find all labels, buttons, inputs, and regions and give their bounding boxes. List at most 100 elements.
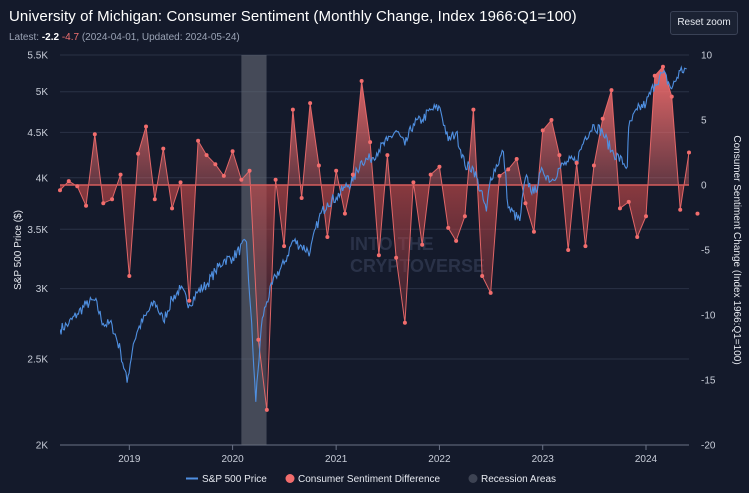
sentiment-point [669,94,674,99]
y-right-tick-label: 5 [701,116,707,127]
sentiment-negative-area [60,185,685,410]
latest-dates: (2024-04-01, Updated: 2024-05-24) [81,32,240,43]
sentiment-point [144,124,149,129]
sentiment-point [446,225,451,230]
sentiment-point [170,206,175,211]
sentiment-point [566,248,571,252]
y-right-tick-label: 0 [701,181,707,192]
sentiment-point [359,79,364,83]
y-left-tick-label: 3K [36,284,49,295]
sp500-line [60,65,687,402]
sentiment-point [695,211,700,216]
x-tick-label: 2022 [428,454,451,465]
sentiment-point [221,173,226,178]
sentiment-point [488,290,493,295]
y-left-tick-label: 5K [36,87,49,98]
sentiment-point [394,255,399,260]
legend-recession-swatch [468,474,478,483]
sentiment-point [247,168,252,173]
latest-change: -4.7 [61,32,80,43]
legend-sp500-label: S&P 500 Price [202,474,267,485]
sentiment-point [299,196,304,200]
sentiment-point [506,167,511,172]
y-left-tick-label: 5.5K [27,51,48,62]
sentiment-point [161,146,166,151]
y-left-axis-title: S&P 500 Price ($) [13,210,24,290]
sentiment-point [101,201,106,206]
sentiment-point [290,107,295,112]
sentiment-point [497,173,502,178]
sentiment-point [213,162,218,167]
sentiment-point [273,177,278,182]
y-left-tick-label: 2.5K [27,354,48,365]
sentiment-point [635,235,640,239]
sentiment-point [626,199,631,204]
sentiment-point [152,197,157,202]
y-right-tick-label: -5 [701,246,710,257]
sentiment-point [411,180,416,185]
sentiment-point [402,320,407,325]
sentiment-point [583,244,588,249]
reset-zoom-button[interactable]: Reset zoom [670,11,738,35]
sentiment-point [368,140,373,145]
sentiment-point [84,203,89,208]
sentiment-point [617,206,622,211]
sentiment-point [557,153,562,158]
sentiment-point [678,207,683,212]
y-right-tick-label: -20 [701,441,716,452]
y-right-tick-label: 10 [701,51,713,62]
legend-item-recession[interactable]: Recession Areas [468,474,557,485]
sentiment-point [75,184,80,189]
latest-prefix: Latest: [9,32,40,43]
sentiment-point [574,160,579,165]
sentiment-point [385,153,390,158]
sentiment-point [204,153,209,158]
legend[interactable]: S&P 500 Price Consumer Sentiment Differen… [186,474,556,485]
sentiment-point [66,179,71,184]
sentiment-point [454,238,459,243]
legend-recession-label: Recession Areas [481,474,556,485]
y-left-tick-label: 3.5K [27,225,48,236]
sentiment-point [531,229,536,234]
sentiment-point [591,163,596,168]
x-tick-label: 2024 [635,454,658,465]
y-right-axis-title: Consumer Sentiment Change (Index 1966:Q1… [731,135,742,364]
sentiment-point [350,172,355,177]
legend-sentiment-label: Consumer Sentiment Difference [298,474,441,485]
sentiment-point [239,177,244,182]
sentiment-point [316,163,321,168]
watermark-text: CRYPTOVERSE [350,256,485,276]
sentiment-point [437,164,442,169]
sentiment-point [178,180,183,185]
latest-info: Latest: -2.2 -4.7 (2024-04-01, Updated: … [9,32,240,43]
sentiment-point [480,274,485,278]
sentiment-point [471,107,476,112]
sentiment-point [325,235,330,239]
sentiment-point [264,407,269,412]
sentiment-point [92,132,97,137]
watermark-text: INTO THE [350,234,434,254]
sentiment-point [643,214,648,219]
sentiment-point [230,149,235,154]
sentiment-point [609,88,614,93]
y-right-tick-label: -10 [701,311,716,322]
sentiment-point [136,151,141,156]
legend-item-sentiment[interactable]: Consumer Sentiment Difference [285,474,441,485]
sentiment-point [118,172,123,177]
sentiment-point [420,242,425,247]
sentiment-point [342,211,347,216]
sentiment-point [308,101,313,106]
legend-item-sp500[interactable]: S&P 500 Price [186,474,267,485]
y-right-tick-label: -15 [701,376,716,387]
sentiment-point [334,168,339,173]
sentiment-point [428,172,433,177]
sentiment-point [549,118,554,122]
sentiment-point [514,157,519,161]
sentiment-point [58,188,62,193]
sentiment-point [282,244,287,249]
sentiment-point [462,214,467,219]
x-tick-label: 2021 [325,454,348,465]
sentiment-point [523,201,528,206]
